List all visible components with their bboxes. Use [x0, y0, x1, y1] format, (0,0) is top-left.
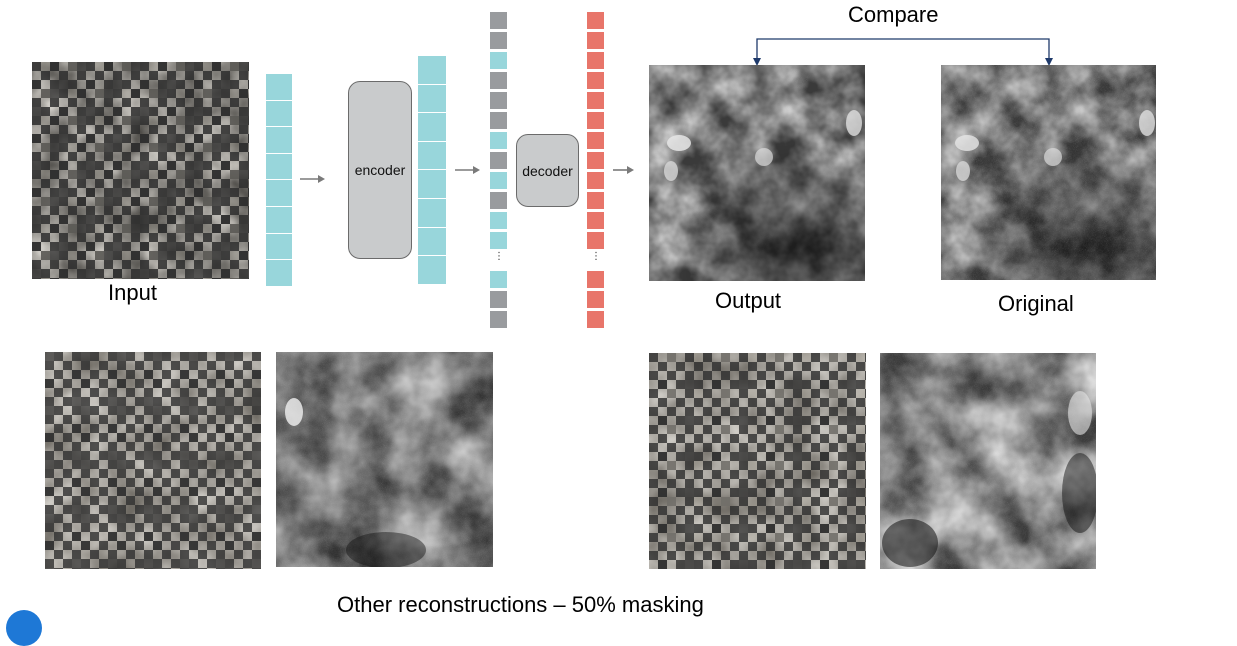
decoded-ellipsis: ⋮: [591, 251, 601, 262]
right-arrow-icon-head: [318, 175, 325, 183]
decoded-token: [586, 131, 605, 150]
encoded-token: [417, 169, 447, 200]
right-arrow-icon-head: [473, 166, 480, 174]
decoder-input-token-visible: [489, 270, 508, 289]
decoded-token: [586, 211, 605, 230]
input-token: [265, 126, 293, 155]
decoded-token: [586, 231, 605, 250]
decoded-token: [586, 51, 605, 70]
decoder-input-ellipsis: ⋮: [494, 251, 504, 262]
bottom-masked-image-1-graphic: [45, 352, 261, 569]
input-token: [265, 73, 293, 101]
compare-label: Compare: [848, 2, 939, 27]
logo-icon: [6, 610, 42, 646]
bottom-masked-image-2: [649, 353, 866, 569]
decoded-token: [586, 171, 605, 190]
original-label: Original: [998, 291, 1074, 316]
compare-bracket: [753, 38, 1053, 66]
encoded-token: [417, 83, 447, 114]
input-token: [265, 99, 293, 128]
encoder-label: encoder: [354, 162, 406, 178]
decoder-input-token-masked: [489, 91, 508, 110]
input-token: [265, 206, 293, 234]
decoder-input-token-masked: [489, 71, 508, 90]
input-masked-image-graphic: [32, 62, 249, 279]
original-image-graphic: [941, 65, 1156, 280]
decoded-token: [586, 270, 605, 289]
bottom-masked-image-2-graphic: [649, 353, 866, 569]
decoder-input-token-masked: [489, 151, 508, 170]
decoded-token: [586, 91, 605, 110]
encoded-token: [417, 226, 447, 257]
encoded-token: [417, 255, 447, 286]
encoded-token: [417, 55, 447, 85]
decoded-token: [586, 31, 605, 50]
output-image: [649, 65, 865, 281]
encoded-token: [417, 198, 447, 228]
decoded-token: [586, 310, 605, 329]
decoder-input-token-visible: [489, 231, 508, 250]
decoded-token: [586, 11, 605, 30]
decoder-input-token-visible: [489, 51, 508, 70]
other-reconstructions-caption: Other reconstructions – 50% masking: [337, 592, 704, 617]
original-image: [941, 65, 1156, 280]
decoder-input-token-masked: [489, 11, 508, 30]
decoded-token: [586, 191, 605, 210]
decoder-input-token-masked: [489, 191, 508, 210]
encoded-token: [417, 112, 447, 143]
input-token: [265, 152, 293, 181]
encoded-token: [417, 140, 447, 171]
bottom-reconstruction-image-2: [880, 353, 1096, 569]
decoded-token: [586, 290, 605, 309]
input-masked-image: [32, 62, 249, 279]
decoder-input-token-visible: [489, 171, 508, 190]
bottom-reconstruction-image-1-graphic: [276, 352, 493, 567]
decoder-input-token-masked: [489, 111, 508, 130]
input-token: [265, 259, 293, 288]
decoded-token: [586, 71, 605, 90]
decoder-block: decoder: [516, 134, 579, 207]
bottom-masked-image-1: [45, 352, 261, 569]
bottom-reconstruction-image-2-graphic: [880, 353, 1096, 569]
input-token: [265, 179, 293, 208]
input-label: Input: [108, 280, 157, 305]
right-arrow-icon-head: [627, 166, 634, 174]
decoder-input-token-masked: [489, 290, 508, 309]
input-token: [265, 232, 293, 261]
decoder-input-token-masked: [489, 310, 508, 329]
decoder-input-token-masked: [489, 31, 508, 50]
decoded-token: [586, 111, 605, 130]
decoder-label: decoder: [522, 162, 573, 179]
decoder-input-token-visible: [489, 211, 508, 230]
decoded-token: [586, 151, 605, 170]
bottom-reconstruction-image-1: [276, 352, 493, 567]
output-image-graphic: [649, 65, 865, 281]
output-label: Output: [715, 288, 782, 313]
decoder-input-token-visible: [489, 131, 508, 150]
encoder-block: encoder: [348, 81, 412, 259]
